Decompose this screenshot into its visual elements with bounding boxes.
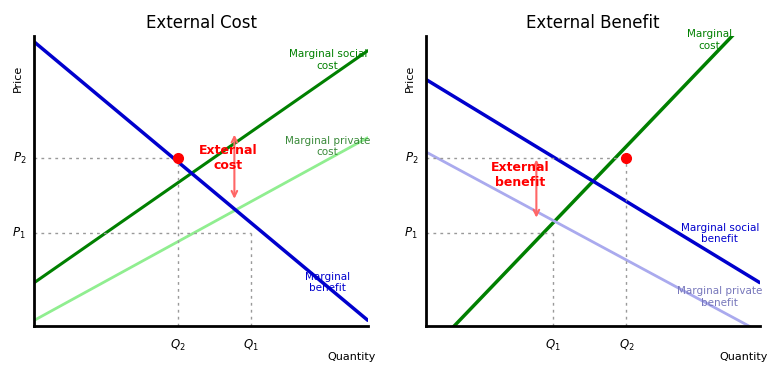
Text: Marginal social
cost: Marginal social cost	[289, 49, 367, 71]
Text: External
cost: External cost	[198, 144, 257, 172]
Text: $P_2$: $P_2$	[13, 150, 26, 165]
Text: Marginal private
benefit: Marginal private benefit	[677, 286, 762, 308]
Text: $Q_1$: $Q_1$	[243, 338, 259, 353]
Text: Marginal private
cost: Marginal private cost	[285, 136, 370, 157]
Text: $P_1$: $P_1$	[405, 226, 418, 241]
Text: $P_1$: $P_1$	[13, 226, 26, 241]
Text: Quantity: Quantity	[327, 352, 376, 362]
Text: $P_2$: $P_2$	[405, 150, 418, 165]
Text: Marginal social
benefit: Marginal social benefit	[681, 223, 759, 244]
Title: External Benefit: External Benefit	[526, 14, 660, 32]
Text: External
benefit: External benefit	[491, 161, 549, 190]
Text: $Q_2$: $Q_2$	[619, 338, 634, 353]
Text: $Q_1$: $Q_1$	[545, 338, 561, 353]
Text: $Q_2$: $Q_2$	[170, 338, 186, 353]
Title: External Cost: External Cost	[146, 14, 256, 32]
Text: Marginal
benefit: Marginal benefit	[305, 272, 350, 293]
Text: Marginal
cost: Marginal cost	[687, 29, 732, 51]
Text: Price: Price	[13, 65, 23, 92]
Text: Quantity: Quantity	[719, 352, 768, 362]
Text: Price: Price	[405, 65, 415, 92]
